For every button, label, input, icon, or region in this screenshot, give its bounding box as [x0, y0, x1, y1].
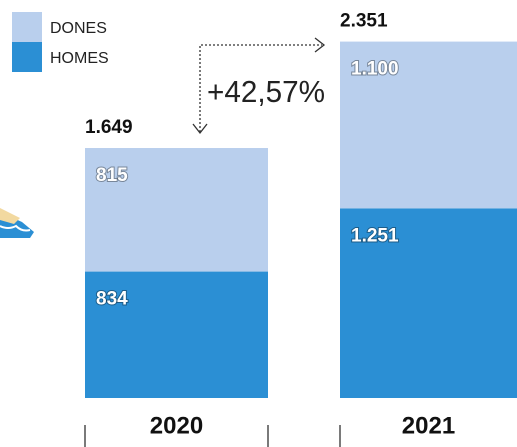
x-tick-label: 2021	[402, 412, 455, 439]
chart: +42,57% DONES HOMES 834 815 1.649 2020 1.251 1.…	[0, 0, 517, 447]
legend-swatch	[12, 42, 42, 72]
value-label: 1.251	[351, 225, 399, 246]
x-tick-label: 2020	[150, 412, 203, 439]
value-label: 815	[96, 165, 128, 186]
decoration	[0, 208, 34, 238]
legend-label: HOMES	[50, 50, 109, 67]
legend-label: DONES	[50, 20, 107, 37]
total-label: 1.649	[85, 117, 133, 138]
value-label: 834	[96, 289, 128, 310]
value-label: 1.100	[351, 59, 399, 80]
legend-swatch	[12, 12, 42, 42]
arrow-head	[315, 38, 324, 52]
annotation: +42,57%	[207, 74, 325, 109]
total-label: 2.351	[340, 11, 388, 32]
